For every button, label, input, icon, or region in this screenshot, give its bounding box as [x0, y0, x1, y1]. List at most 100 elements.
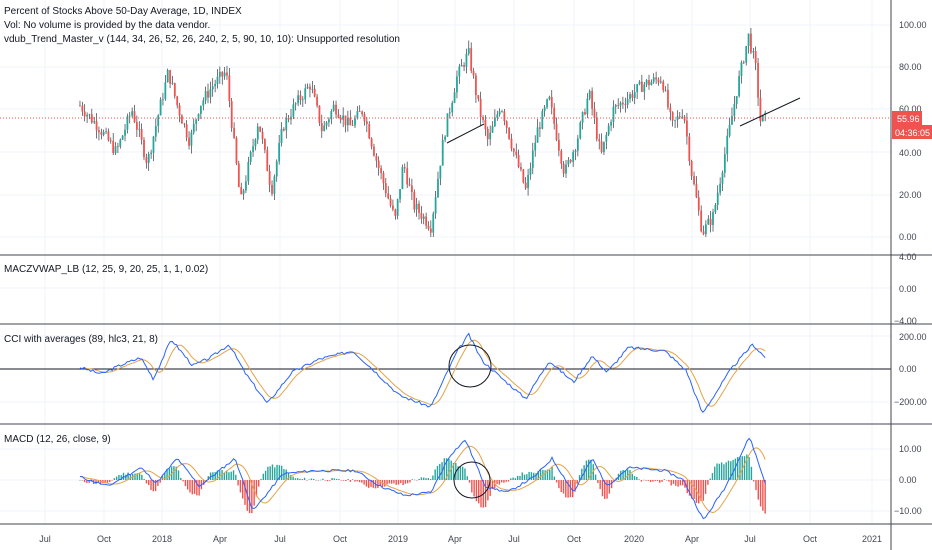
candle-body	[387, 193, 390, 199]
cci-circle-annotation[interactable]	[448, 344, 492, 388]
candle-body	[361, 111, 364, 115]
candle-body	[154, 125, 157, 137]
macd-histogram-bar	[296, 478, 299, 480]
candle-body	[192, 123, 195, 133]
candle-body	[218, 71, 221, 77]
macd-histogram-bar	[393, 480, 395, 484]
time-axis-label: 2019	[388, 534, 408, 544]
macd-histogram-bar	[319, 479, 322, 481]
candle-body	[747, 33, 750, 47]
macd-histogram-bar	[439, 463, 441, 480]
macd-histogram-bar	[322, 478, 324, 480]
macd-histogram-bar	[498, 480, 501, 485]
macd-histogram-bar	[152, 480, 155, 492]
candle-body	[425, 216, 428, 226]
candle-body	[752, 51, 755, 53]
candle-body	[489, 132, 492, 140]
macd-histogram-bar	[521, 472, 523, 480]
macd-histogram-bar	[567, 480, 569, 498]
macd-histogram-bar	[670, 480, 672, 486]
candle-body	[657, 79, 660, 83]
candle-body	[389, 198, 392, 206]
macd-histogram-bar	[395, 480, 397, 485]
candle-body	[446, 113, 449, 137]
macd-histogram-bar	[258, 480, 260, 487]
macd-histogram-bar	[523, 474, 526, 480]
macd-histogram-bar	[292, 476, 294, 480]
time-axis-label: Oct	[803, 534, 818, 544]
indicator-note: vdub_Trend_Master_v (144, 34, 26, 52, 26…	[4, 34, 400, 45]
macd-histogram-bar	[313, 478, 315, 480]
macd-histogram-bar	[340, 480, 342, 481]
candle-body	[226, 72, 228, 76]
candle-body	[723, 154, 726, 173]
candle-body	[109, 140, 112, 142]
macd-histogram-bar	[425, 478, 427, 480]
macd-histogram-bar	[235, 474, 237, 480]
candle-body	[143, 139, 145, 158]
macd-histogram-bar	[129, 475, 132, 480]
candle-body	[330, 110, 333, 120]
candle-body	[418, 203, 420, 213]
macd-histogram-bar	[306, 480, 308, 481]
macd-circle-annotation[interactable]	[453, 461, 491, 499]
macd-histogram-bar	[363, 480, 365, 485]
macd-histogram-bar	[186, 480, 189, 490]
candle-body	[181, 115, 183, 124]
time-axis-label: Jul	[744, 534, 756, 544]
macd-histogram-bar	[120, 475, 122, 480]
macd-histogram-bar	[601, 480, 604, 497]
candle-body	[662, 81, 665, 91]
candle-body	[93, 121, 96, 123]
candle-body	[645, 79, 648, 85]
candle-body	[477, 95, 480, 99]
macd-histogram-bar	[267, 466, 269, 480]
candle-body	[202, 100, 205, 106]
macd-histogram-bar	[716, 463, 718, 480]
candle-body	[249, 152, 252, 162]
macd-histogram-bar	[633, 476, 636, 480]
candle-body	[434, 197, 437, 214]
candle-body	[235, 137, 238, 164]
candle-body	[707, 218, 710, 225]
macd-histogram-bar	[138, 473, 141, 480]
last-value-badge	[892, 111, 922, 125]
time-axis-label: 2021	[862, 534, 882, 544]
candle-body	[640, 81, 643, 92]
time-axis-label: Apr	[685, 534, 699, 544]
candle-body	[162, 98, 164, 100]
candle-body	[188, 137, 190, 146]
macd-histogram	[79, 454, 766, 514]
macd-histogram-bar	[127, 472, 129, 480]
candle-body	[294, 103, 297, 105]
candle-body	[697, 197, 700, 211]
candle-body	[584, 112, 586, 115]
candle-body	[598, 139, 601, 142]
trendline-2[interactable]	[739, 97, 801, 127]
candle-body	[631, 94, 634, 98]
time-axis-label: Jul	[39, 534, 51, 544]
candle-body	[465, 53, 468, 67]
macd-histogram-bar	[546, 469, 549, 480]
candle-body	[486, 128, 489, 140]
macd-histogram-bar	[714, 466, 716, 480]
candle-body	[392, 205, 394, 210]
main-series-candles	[79, 27, 767, 237]
candle-body	[95, 121, 98, 131]
candle-body	[150, 152, 153, 154]
macd-histogram-bar	[489, 480, 491, 496]
time-axis-label: Jul	[508, 534, 520, 544]
candle-body	[396, 199, 399, 216]
candle-body	[750, 33, 752, 53]
candle-body	[688, 136, 691, 161]
candle-body	[603, 141, 605, 153]
macd-histogram-bar	[500, 480, 503, 483]
candle-body	[553, 107, 556, 124]
candle-body	[183, 123, 186, 125]
macd-histogram-bar	[148, 480, 150, 486]
trendline-1[interactable]	[446, 123, 485, 144]
macd-histogram-bar	[663, 479, 666, 480]
macd-histogram-bar	[727, 460, 730, 480]
candle-body	[287, 117, 290, 120]
